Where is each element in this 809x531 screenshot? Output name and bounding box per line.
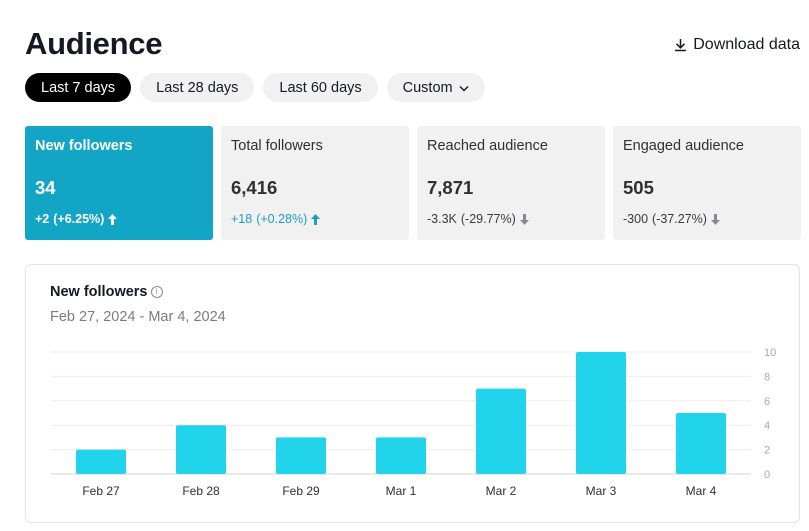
metric-delta: -3.3K (-29.77%) — [427, 212, 529, 226]
chevron-down-icon — [459, 80, 469, 96]
range-last-7-days-button[interactable]: Last 7 days — [25, 73, 132, 102]
metric-value: 505 — [623, 177, 654, 198]
x-tick-label: Mar 3 — [586, 484, 617, 498]
metric-label: Engaged audience — [623, 138, 744, 154]
bar[interactable] — [476, 388, 526, 474]
chart-title-text: New followers — [50, 284, 148, 300]
delta-percent: (+6.25%) — [53, 212, 105, 226]
x-tick-label: Feb 28 — [182, 484, 220, 498]
metric-label: Total followers — [231, 138, 323, 154]
metric-delta: +2 (+6.25%) — [35, 212, 118, 226]
bar[interactable] — [576, 352, 626, 474]
metric-label: New followers — [35, 138, 133, 154]
download-icon — [674, 38, 687, 52]
info-icon[interactable]: i — [150, 286, 163, 298]
metric-delta: +18 (+0.28%) — [231, 212, 321, 226]
range-label: Custom — [402, 79, 453, 96]
metric-label: Reached audience — [427, 138, 548, 154]
chart-title: New followers i — [50, 284, 163, 300]
arrow-up-icon — [311, 213, 321, 225]
delta-absolute: -300 — [623, 212, 649, 226]
range-label: Last 7 days — [41, 79, 116, 96]
delta-percent: (-37.27%) — [652, 212, 707, 226]
metric-card-new-followers[interactable]: New followers 34 +2 (+6.25%) — [25, 126, 213, 240]
metric-card-reached-audience[interactable]: Reached audience 7,871 -3.3K (-29.77%) — [417, 126, 605, 240]
delta-percent: (-29.77%) — [460, 212, 516, 226]
range-label: Last 60 days — [279, 79, 362, 96]
y-tick-label: 0 — [764, 469, 770, 481]
y-tick-label: 6 — [764, 396, 770, 408]
delta-percent: (+0.28%) — [256, 212, 308, 226]
metric-card-total-followers[interactable]: Total followers 6,416 +18 (+0.28%) — [221, 126, 409, 240]
arrow-up-icon — [108, 213, 118, 225]
x-tick-label: Mar 2 — [486, 484, 517, 498]
y-tick-label: 8 — [764, 371, 770, 383]
range-custom-dropdown[interactable]: Custom — [386, 73, 485, 102]
download-data-button[interactable]: Download data — [674, 36, 800, 54]
metric-cards: New followers 34 +2 (+6.25%) Total follo… — [25, 126, 801, 240]
bar[interactable] — [76, 449, 126, 474]
bar[interactable] — [376, 437, 426, 474]
range-last-60-days-button[interactable]: Last 60 days — [263, 73, 378, 102]
delta-absolute: +18 — [231, 212, 253, 226]
x-tick-label: Mar 4 — [686, 484, 717, 498]
y-tick-label: 10 — [764, 347, 776, 359]
date-range-selector: Last 7 days Last 28 days Last 60 days Cu… — [25, 73, 485, 102]
arrow-down-icon — [519, 213, 529, 225]
x-tick-label: Mar 1 — [386, 484, 417, 498]
range-label: Last 28 days — [156, 79, 239, 96]
metric-value: 6,416 — [231, 177, 278, 198]
y-tick-label: 4 — [764, 420, 770, 432]
metric-delta: -300 (-37.27%) — [623, 212, 720, 226]
delta-absolute: -3.3K — [427, 212, 457, 226]
metric-card-engaged-audience[interactable]: Engaged audience 505 -300 (-37.27%) — [613, 126, 801, 240]
y-tick-label: 2 — [764, 445, 770, 457]
chart-panel: New followers i Feb 27, 2024 - Mar 4, 20… — [25, 264, 800, 523]
arrow-down-icon — [710, 213, 720, 225]
bar[interactable] — [176, 425, 226, 474]
metric-value: 34 — [35, 177, 56, 198]
bar[interactable] — [276, 437, 326, 474]
page-title: Audience — [25, 26, 163, 61]
bar[interactable] — [676, 413, 726, 474]
chart-date-range: Feb 27, 2024 - Mar 4, 2024 — [50, 309, 226, 325]
x-tick-label: Feb 27 — [82, 484, 120, 498]
x-tick-label: Feb 29 — [282, 484, 320, 498]
delta-absolute: +2 — [35, 212, 50, 226]
download-data-label: Download data — [693, 36, 800, 53]
bar-chart: 0 2 4 6 8 10 Feb 27 Feb 28 Feb 29 Mar 1 Mar 2 Mar 3… — [51, 347, 776, 498]
metric-value: 7,871 — [427, 177, 474, 198]
range-last-28-days-button[interactable]: Last 28 days — [140, 73, 255, 102]
